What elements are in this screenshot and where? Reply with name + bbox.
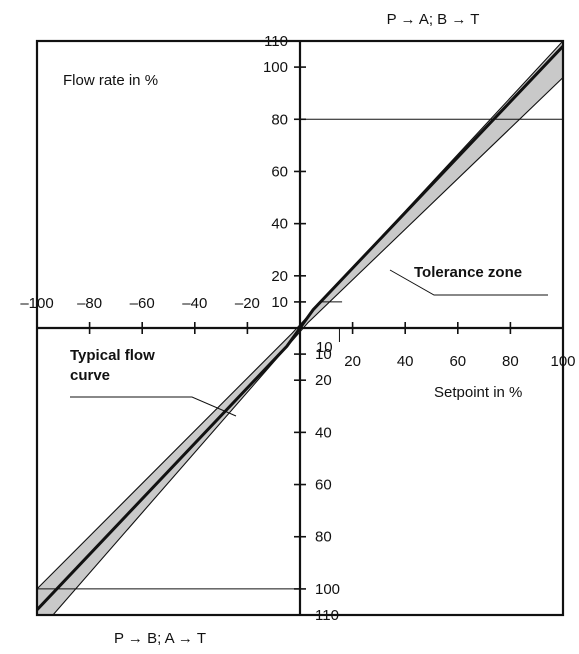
x-tick-label: –60 bbox=[130, 295, 155, 312]
x-tick-label: –80 bbox=[77, 295, 102, 312]
y-tick-label: 80 bbox=[271, 111, 288, 128]
y-tick-label: 100 bbox=[315, 581, 340, 598]
x-tick-label: 40 bbox=[397, 353, 414, 370]
x-tick-label: –40 bbox=[182, 295, 207, 312]
y-tick-label: 100 bbox=[263, 59, 288, 76]
typical-flow-curve-leader bbox=[70, 396, 237, 417]
annotations: P → A; B → T P → B; A → T Flow rate in %… bbox=[63, 11, 548, 647]
tolerance-zone-leader bbox=[389, 269, 548, 296]
x-tick-label-small: 10 bbox=[316, 339, 333, 356]
x-tick-label: 80 bbox=[502, 353, 519, 370]
x-tick-label: 100 bbox=[550, 353, 575, 370]
x-tick-label: 20 bbox=[344, 353, 361, 370]
chart-title-bottom: P → B; A → T bbox=[114, 630, 206, 647]
x-tick-label: –20 bbox=[235, 295, 260, 312]
y-tick-label: 20 bbox=[315, 372, 332, 389]
flow-curve-layer bbox=[37, 45, 563, 611]
x-axis-label: Setpoint in % bbox=[434, 384, 522, 401]
ticks bbox=[88, 66, 512, 590]
typical-flow-curve bbox=[37, 45, 563, 611]
x-tick-label: –100 bbox=[20, 295, 53, 312]
typical-flow-curve-label-line2: curve bbox=[70, 367, 110, 384]
chart-title-top: P → A; B → T bbox=[387, 11, 480, 28]
x-tick-label: 60 bbox=[449, 353, 466, 370]
y-tick-label: 20 bbox=[271, 268, 288, 285]
tick-labels: –100 –80 –60 –40 –20 20 40 60 80 100 10 110 100 80 60 4… bbox=[20, 33, 575, 624]
y-tick-label: 110 bbox=[264, 33, 288, 50]
y-tick-label: 40 bbox=[315, 424, 332, 441]
y-tick-label: 110 bbox=[315, 607, 339, 624]
y-axis-label: Flow rate in % bbox=[63, 72, 158, 89]
y-tick-label: 60 bbox=[315, 477, 332, 494]
typical-flow-curve-label-line1: Typical flow bbox=[70, 347, 155, 364]
y-tick-label: 10 bbox=[315, 346, 332, 363]
tolerance-zone-label: Tolerance zone bbox=[414, 264, 522, 281]
y-tick-label: 60 bbox=[271, 163, 288, 180]
y-tick-label: 10 bbox=[271, 294, 288, 311]
y-tick-label: 40 bbox=[271, 216, 288, 233]
y-tick-label: 80 bbox=[315, 529, 332, 546]
reference-lines bbox=[37, 118, 563, 590]
